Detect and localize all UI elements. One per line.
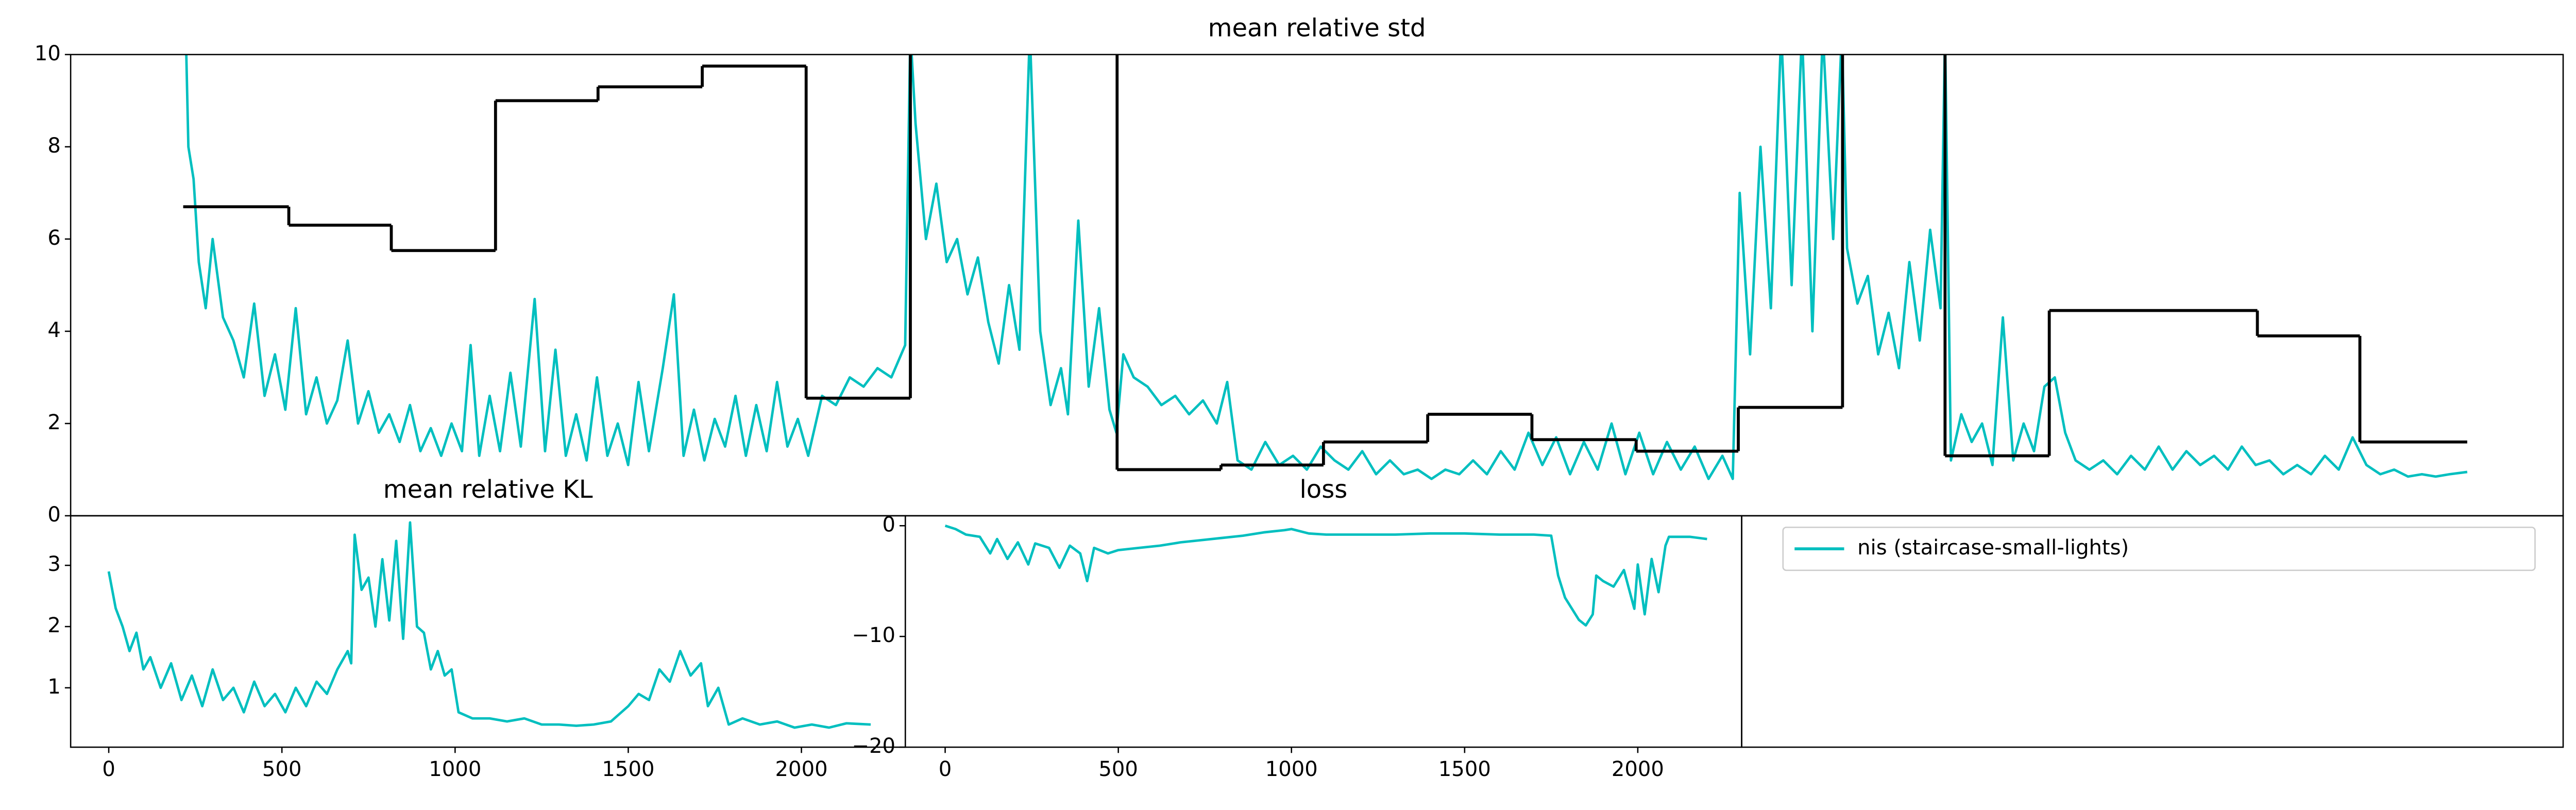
x-tick-label: 0 [102, 757, 115, 781]
y-tick-label: 0 [47, 503, 61, 527]
y-tick-label: 1 [47, 675, 61, 699]
y-tick-label: 6 [47, 226, 61, 250]
y-tick-label: 4 [47, 318, 61, 342]
y-tick-label: 2 [47, 411, 61, 434]
x-tick-label: 1500 [602, 757, 654, 781]
axes-frame [1741, 515, 2564, 748]
axes-title: mean relative KL [383, 475, 593, 504]
y-tick-label: 8 [47, 134, 61, 158]
axes-frame [70, 515, 906, 748]
data-line [107, 521, 871, 729]
y-tick-label: −20 [852, 734, 895, 758]
x-tick-label: 1000 [429, 757, 481, 781]
x-tick-label: 500 [262, 757, 302, 781]
y-tick-label: −10 [852, 623, 895, 647]
x-tick-label: 2000 [775, 757, 828, 781]
y-tick-label: 0 [882, 513, 895, 536]
legend-label: nis (staircase-small-lights) [1857, 536, 2129, 560]
legend-box [1782, 527, 2536, 571]
x-tick-label: 500 [1098, 757, 1138, 781]
data-line [944, 525, 1707, 627]
plot-area [944, 525, 1707, 627]
axes-frame [904, 515, 1742, 748]
axes-title: loss [1299, 475, 1347, 504]
y-tick-label: 3 [47, 552, 61, 576]
plot-area [183, 54, 2468, 480]
x-tick-label: 2000 [1612, 757, 1664, 781]
x-tick-label: 1500 [1438, 757, 1491, 781]
x-tick-label: 0 [939, 757, 952, 781]
data-line [185, 54, 2468, 480]
y-tick-label: 10 [35, 42, 61, 65]
y-tick-label: 2 [47, 614, 61, 637]
axes-title: mean relative std [1208, 14, 1426, 43]
plot-area [107, 521, 871, 729]
x-tick-label: 1000 [1265, 757, 1318, 781]
